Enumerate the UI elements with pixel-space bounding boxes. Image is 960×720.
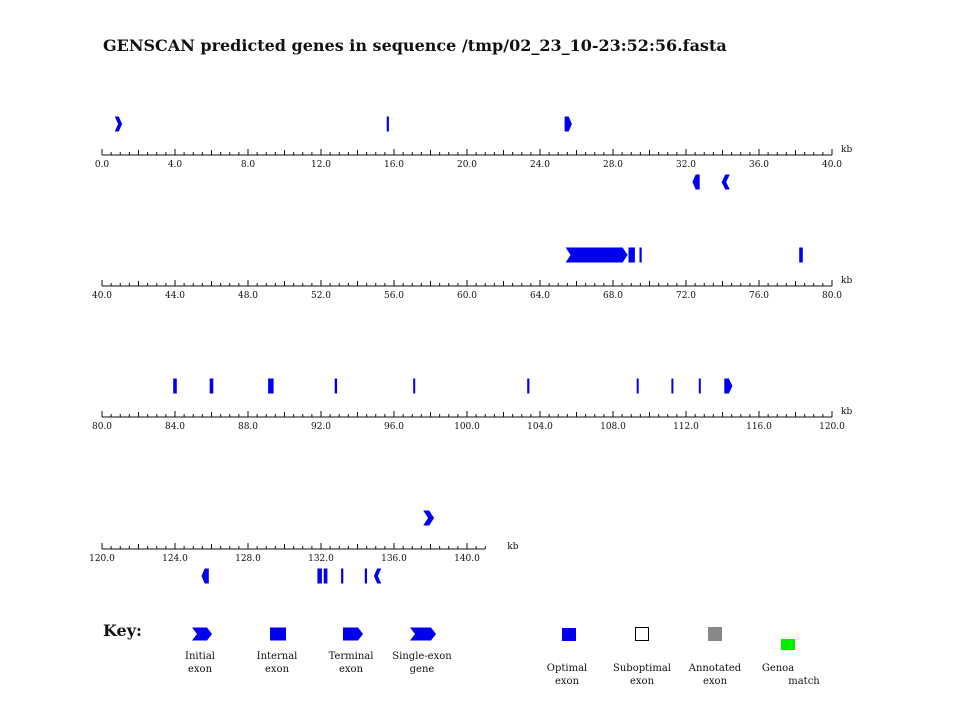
tick-label: 76.0: [749, 291, 769, 301]
tick-label: 48.0: [238, 291, 258, 301]
tick-label: 80.0: [822, 291, 842, 301]
exon-internal-forward: [527, 378, 530, 394]
exon-internal-forward: [268, 378, 274, 394]
exon-internal-reverse: [323, 568, 328, 584]
key-label-initial: Initial exon: [185, 651, 215, 675]
tick-label: 128.0: [235, 554, 261, 564]
key-shape-single: [410, 627, 436, 641]
tick-label: 40.0: [92, 291, 112, 301]
key-heading: Key:: [103, 621, 142, 640]
tick-label: 72.0: [676, 291, 696, 301]
tick-label: 60.0: [457, 291, 477, 301]
unit-label: kb: [841, 276, 852, 286]
tick-label: 140.0: [454, 554, 480, 564]
tick-label: 24.0: [530, 160, 550, 170]
tick-label: 32.0: [676, 160, 696, 170]
exon-internal-forward: [628, 247, 635, 263]
tick-label: 124.0: [162, 554, 188, 564]
key-label-single: Single-exon gene: [392, 651, 452, 675]
tick-label: 40.0: [822, 160, 842, 170]
exon-internal-reverse: [341, 568, 344, 584]
exon-terminal-forward: [564, 116, 572, 132]
tick-label: 120.0: [819, 422, 845, 432]
tick-label: 16.0: [384, 160, 404, 170]
tick-label: 12.0: [311, 160, 331, 170]
tick-label: 88.0: [238, 422, 258, 432]
tick-label: 4.0: [168, 160, 183, 170]
key-shape-terminal: [343, 627, 363, 641]
key-label-suboptimal: Suboptimal exon: [613, 663, 671, 687]
key-swatch-optimal: [562, 628, 576, 641]
unit-label: kb: [841, 407, 852, 417]
key-label-terminal: Terminal exon: [328, 651, 374, 675]
tick-label: 132.0: [308, 554, 334, 564]
tick-label: 0.0: [95, 160, 110, 170]
unit-label: kb: [507, 542, 518, 552]
tick-label: 100.0: [454, 422, 480, 432]
tick-label: 136.0: [381, 554, 407, 564]
exon-internal-reverse: [364, 568, 367, 584]
tick-label: 112.0: [673, 422, 699, 432]
exon-internal-forward: [639, 247, 642, 263]
key-swatch-suboptimal: [635, 627, 649, 641]
tick-label: 52.0: [311, 291, 331, 301]
exon-internal-reverse: [317, 568, 322, 584]
tick-label: 80.0: [92, 422, 112, 432]
exon-internal-forward: [799, 247, 803, 263]
tick-label: 84.0: [165, 422, 185, 432]
key-shape-initial: [192, 627, 212, 641]
key-label-genoa: Genoa match: [761, 663, 820, 687]
unit-label: kb: [841, 145, 852, 155]
exon-internal-forward: [636, 378, 639, 394]
tick-label: 108.0: [600, 422, 626, 432]
exon-initial-forward: [114, 116, 123, 132]
exon-initial-forward: [565, 247, 628, 263]
exon-initial-reverse: [373, 568, 382, 584]
key-label-annotated: Annotated exon: [688, 663, 742, 687]
exon-initial-reverse: [721, 174, 730, 190]
tick-label: 28.0: [603, 160, 623, 170]
tick-label: 68.0: [603, 291, 623, 301]
exon-internal-forward: [386, 116, 389, 132]
key-label-internal: Internal exon: [256, 651, 298, 675]
exon-terminal-reverse: [692, 174, 700, 190]
exon-internal-forward: [698, 378, 701, 394]
tick-label: 56.0: [384, 291, 404, 301]
exon-internal-forward: [334, 378, 338, 394]
key-shape-internal: [270, 627, 286, 641]
exon-internal-forward: [671, 378, 674, 394]
tick-label: 36.0: [749, 160, 769, 170]
key-label-optimal: Optimal exon: [546, 663, 588, 687]
exon-internal-forward: [173, 378, 177, 394]
exon-terminal-forward: [724, 378, 733, 394]
tick-label: 8.0: [241, 160, 256, 170]
tick-label: 120.0: [89, 554, 115, 564]
tick-label: 20.0: [457, 160, 477, 170]
tick-label: 96.0: [384, 422, 404, 432]
tick-label: 104.0: [527, 422, 553, 432]
exon-single-forward: [423, 510, 435, 526]
tick-label: 44.0: [165, 291, 185, 301]
page-title: GENSCAN predicted genes in sequence /tmp…: [103, 36, 727, 55]
exon-internal-forward: [209, 378, 214, 394]
key-swatch-annotated: [708, 627, 722, 641]
tick-label: 92.0: [311, 422, 331, 432]
tick-label: 116.0: [746, 422, 772, 432]
key-swatch-genoa: [781, 639, 795, 650]
tick-label: 64.0: [530, 291, 550, 301]
exon-terminal-reverse: [201, 568, 209, 584]
exon-internal-forward: [413, 378, 416, 394]
